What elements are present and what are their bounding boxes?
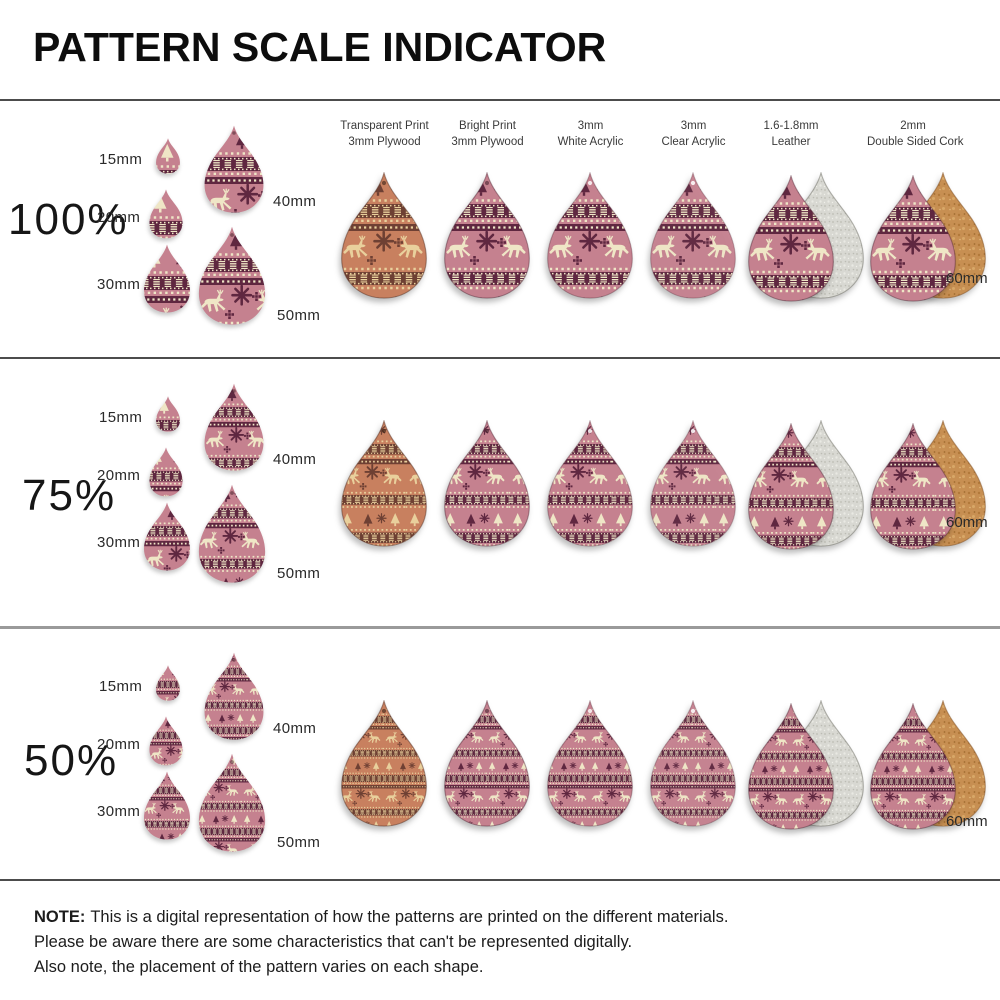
teardrop-60mm-leather-front <box>748 423 834 550</box>
teardrop-60mm-transparent-plywood <box>341 700 427 827</box>
column-leather <box>745 420 867 554</box>
teardrop-30mm <box>144 502 190 571</box>
scale-label-100: 100% <box>8 195 129 244</box>
divider <box>0 626 1000 629</box>
column-leather <box>745 172 867 306</box>
column-clear-acrylic <box>642 700 745 834</box>
size-label-15mm: 15mm <box>99 409 143 426</box>
size-label-60mm: 60mm <box>946 813 988 830</box>
teardrop-30mm <box>144 244 190 313</box>
note-line-3: Also note, the placement of the pattern … <box>34 957 484 976</box>
teardrop-50mm <box>198 484 266 583</box>
teardrop-60mm-transparent-plywood <box>341 172 427 299</box>
material-label-white-acrylic: 3mm White Acrylic <box>557 120 624 149</box>
divider <box>0 357 1000 359</box>
material-teardrops-row <box>333 172 995 306</box>
teardrop-50mm <box>198 226 266 325</box>
size-label-30mm: 30mm <box>97 276 141 293</box>
size-label-60mm: 60mm <box>946 270 988 287</box>
size-label-40mm: 40mm <box>273 720 317 737</box>
teardrop-60mm-bright-plywood <box>444 700 530 827</box>
scale-label-75: 75% <box>22 471 117 520</box>
teardrop-60mm-white-acrylic <box>547 700 633 827</box>
teardrop-50mm <box>198 753 266 852</box>
teardrop-60mm-bright-plywood <box>444 420 530 547</box>
column-cork <box>867 172 995 306</box>
size-label-60mm: 60mm <box>946 514 988 531</box>
teardrop-30mm <box>144 771 190 840</box>
teardrop-60mm-white-acrylic <box>547 172 633 299</box>
teardrop-60mm-cork-front <box>870 175 956 302</box>
column-transparent-plywood <box>333 700 436 834</box>
teardrop-60mm-leather-front <box>748 703 834 830</box>
scale-section-100: 100% 15mm 20mm 30mm 40mm 50mm Transparen… <box>0 100 1000 357</box>
column-cork <box>867 420 995 554</box>
teardrop-15mm <box>156 665 180 701</box>
teardrop-15mm <box>156 396 180 432</box>
column-transparent-plywood <box>333 172 436 306</box>
note-line-2: Please be aware there are some character… <box>34 932 633 951</box>
teardrop-40mm <box>204 125 264 213</box>
column-cork <box>867 700 995 834</box>
size-label-50mm: 50mm <box>277 307 321 324</box>
column-transparent-plywood <box>333 420 436 554</box>
size-label-50mm: 50mm <box>277 834 321 851</box>
scale-label-50: 50% <box>24 736 119 785</box>
column-bright-plywood <box>436 420 539 554</box>
teardrop-40mm <box>204 383 264 471</box>
teardrop-40mm <box>204 652 264 740</box>
scale-section-50: 50% 15mm 20mm 30mm 40mm 50mm <box>0 627 1000 879</box>
size-label-15mm: 15mm <box>99 678 143 695</box>
material-labels: Transparent Print 3mm Plywood Bright Prin… <box>333 118 995 150</box>
size-label-20mm: 20mm <box>97 209 141 226</box>
material-label-leather: 1.6-1.8mm Leather <box>763 120 819 149</box>
size-label-30mm: 30mm <box>97 803 141 820</box>
size-label-40mm: 40mm <box>273 193 317 210</box>
material-label-transparent-plywood: Transparent Print 3mm Plywood <box>340 120 429 149</box>
note-line-1: NOTE: This is a digital representation of… <box>34 908 729 926</box>
material-teardrops-row <box>333 420 995 554</box>
teardrop-60mm-bright-plywood <box>444 172 530 299</box>
size-label-30mm: 30mm <box>97 534 141 551</box>
note-label: NOTE: <box>34 908 86 926</box>
column-bright-plywood <box>436 700 539 834</box>
size-label-50mm: 50mm <box>277 565 321 582</box>
page-title: PATTERN SCALE INDICATOR <box>33 24 607 70</box>
teardrop-60mm-clear-acrylic <box>650 172 736 299</box>
note: NOTE: This is a digital representation of… <box>34 905 728 979</box>
column-bright-plywood <box>436 172 539 306</box>
teardrop-20mm <box>149 447 183 497</box>
size-label-20mm: 20mm <box>97 467 141 484</box>
column-white-acrylic <box>539 420 642 554</box>
teardrop-60mm-leather-front <box>748 175 834 302</box>
teardrop-20mm <box>149 189 183 239</box>
scale-section-75: 75% 15mm 20mm 30mm 40mm 50mm <box>0 358 1000 626</box>
material-label-cork: 2mm Double Sided Cork <box>867 120 964 149</box>
size-label-15mm: 15mm <box>99 151 143 168</box>
divider <box>0 879 1000 881</box>
size-label-20mm: 20mm <box>97 736 141 753</box>
teardrop-60mm-white-acrylic <box>547 420 633 547</box>
teardrop-60mm-clear-acrylic <box>650 700 736 827</box>
teardrop-20mm <box>149 716 183 766</box>
teardrop-60mm-transparent-plywood <box>341 420 427 547</box>
size-label-40mm: 40mm <box>273 451 317 468</box>
material-label-clear-acrylic: 3mm Clear Acrylic <box>661 120 726 149</box>
column-leather <box>745 700 867 834</box>
teardrop-60mm-cork-front <box>870 423 956 550</box>
column-clear-acrylic <box>642 420 745 554</box>
teardrop-15mm <box>156 138 180 174</box>
teardrop-60mm-clear-acrylic <box>650 420 736 547</box>
teardrop-60mm-cork-front <box>870 703 956 830</box>
column-clear-acrylic <box>642 172 745 306</box>
divider <box>0 99 1000 101</box>
material-label-bright-plywood: Bright Print 3mm Plywood <box>451 120 524 149</box>
material-teardrops-row <box>333 700 995 834</box>
column-white-acrylic <box>539 172 642 306</box>
column-white-acrylic <box>539 700 642 834</box>
